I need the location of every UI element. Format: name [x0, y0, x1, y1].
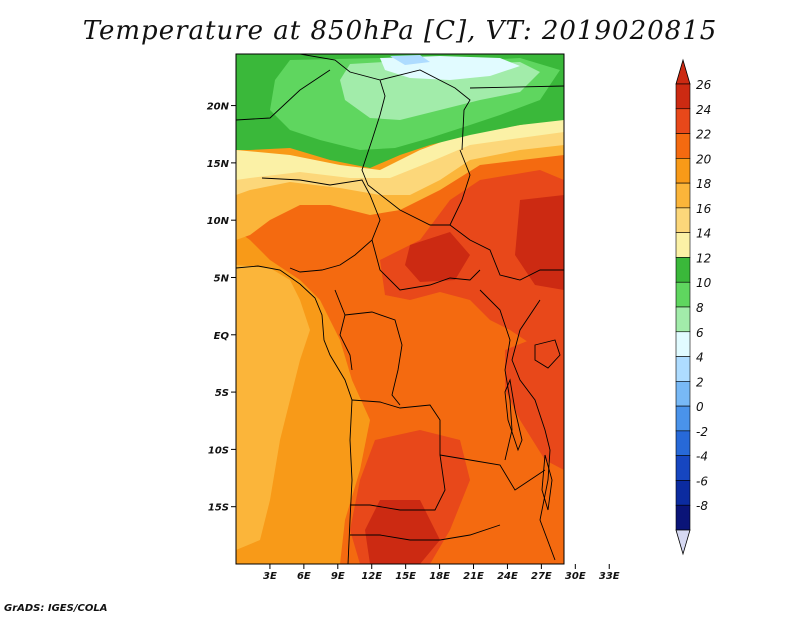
- colorbar-swatch: [675, 430, 691, 456]
- colorbar-swatch: [675, 331, 691, 357]
- lat-tick-label: 5N: [214, 273, 230, 284]
- colorbar-label: 12: [696, 251, 711, 265]
- border-car: [371, 239, 481, 291]
- lat-tick-label: 15N: [207, 159, 230, 170]
- border-cameroon: [334, 289, 353, 371]
- colorbar-swatch: [675, 281, 691, 308]
- field-band-16: [236, 130, 564, 195]
- colorbar-label: 20: [696, 152, 712, 166]
- border-east-africa: [511, 299, 556, 561]
- colorbar-swatch: [675, 381, 691, 407]
- border-drc-east: [479, 289, 513, 461]
- colorbar-swatch: [675, 257, 691, 283]
- colorbar-label: 10: [696, 276, 712, 290]
- coastline-west: [236, 265, 353, 564]
- lon-tick-label: 21E: [463, 571, 484, 582]
- country-borders: [236, 54, 564, 564]
- colorbar-swatch: [675, 182, 691, 209]
- colorbar-bottom-arrow: [675, 529, 691, 556]
- colorbar-swatch: [675, 108, 691, 134]
- map-title: Temperature at 850hPa [C], VT: 201902081…: [82, 16, 718, 46]
- border-zambia: [439, 454, 546, 491]
- lake-tanganyika: [504, 378, 523, 452]
- colorbar-swatch: [675, 306, 691, 333]
- colorbar-swatch: [675, 207, 691, 233]
- lat-tick-label: EQ: [214, 331, 230, 342]
- colorbar-label: -8: [696, 499, 708, 513]
- colorbar-swatch: [675, 133, 691, 159]
- field-band-4: [390, 55, 430, 65]
- lat-tick-label: 15S: [208, 503, 229, 514]
- border-north-east: [379, 69, 471, 151]
- colorbar-swatch: [675, 455, 691, 481]
- field-band-26: [365, 195, 564, 564]
- colorbar-label: 22: [696, 128, 711, 142]
- lon-tick-label: 15E: [395, 571, 416, 582]
- lon-tick-label: 3E: [263, 571, 277, 582]
- lake-malawi: [541, 454, 553, 511]
- map-frame: [235, 53, 565, 565]
- lon-tick-label: 27E: [531, 571, 552, 582]
- field-band-14: [236, 118, 564, 180]
- colorbar-swatch: [675, 504, 691, 531]
- longitude-axis: 3E 6E 9E 12E 15E 18E 21E 24E 27E 30E 33E: [263, 564, 620, 582]
- border-namibia: [350, 524, 501, 541]
- colorbar-top-arrow: [675, 58, 691, 85]
- colorbar-label: 26: [696, 78, 712, 92]
- border-sudan: [449, 224, 564, 281]
- colorbar-swatch: [675, 158, 691, 184]
- border-east-top: [469, 85, 564, 89]
- lon-tick-label: 24E: [497, 571, 518, 582]
- lon-tick-label: 6E: [297, 571, 311, 582]
- colorbar-swatch: [675, 356, 691, 382]
- colorbar-label: 8: [696, 301, 704, 315]
- colorbar-label: 18: [696, 177, 712, 191]
- colorbar-label: -2: [696, 425, 708, 439]
- colorbar-swatch: [675, 232, 691, 258]
- lon-tick-label: 30E: [565, 571, 586, 582]
- lat-tick-label: 20N: [207, 102, 230, 113]
- colorbar-label: 4: [696, 351, 704, 365]
- colorbar-label: 0: [696, 400, 704, 414]
- lon-tick-label: 12E: [361, 571, 382, 582]
- colorbar-label: 24: [696, 103, 711, 117]
- colorbar-label: 16: [696, 202, 712, 216]
- border-niger-nigeria: [261, 177, 381, 273]
- colorbar-label: 6: [696, 326, 704, 340]
- lat-tick-label: 10N: [207, 216, 230, 227]
- colorbar-swatch: [675, 83, 691, 110]
- lon-tick-label: 33E: [599, 571, 620, 582]
- lat-tick-label: 10S: [208, 445, 229, 456]
- field-band-24: [350, 170, 564, 564]
- border-congo: [344, 311, 403, 406]
- border-mali: [236, 69, 331, 121]
- colorbar-swatch: [675, 405, 691, 432]
- colorbar-swatch: [675, 480, 691, 506]
- colorbar-label: 2: [696, 375, 704, 389]
- colorbar-label: 14: [696, 227, 711, 241]
- lake-victoria: [534, 339, 561, 369]
- colorbar-label: -6: [696, 474, 708, 488]
- border-sahara: [299, 54, 386, 186]
- grads-credit: GrADS: IGES/COLA: [4, 603, 108, 614]
- lat-tick-label: 5S: [215, 388, 229, 399]
- colorbar-label: -4: [696, 450, 708, 464]
- lon-tick-label: 9E: [331, 571, 345, 582]
- temperature-field: [236, 54, 564, 564]
- latitude-axis: 20N 15N 10N 5N EQ 5S 10S 15S: [207, 102, 236, 514]
- lon-tick-label: 18E: [429, 571, 450, 582]
